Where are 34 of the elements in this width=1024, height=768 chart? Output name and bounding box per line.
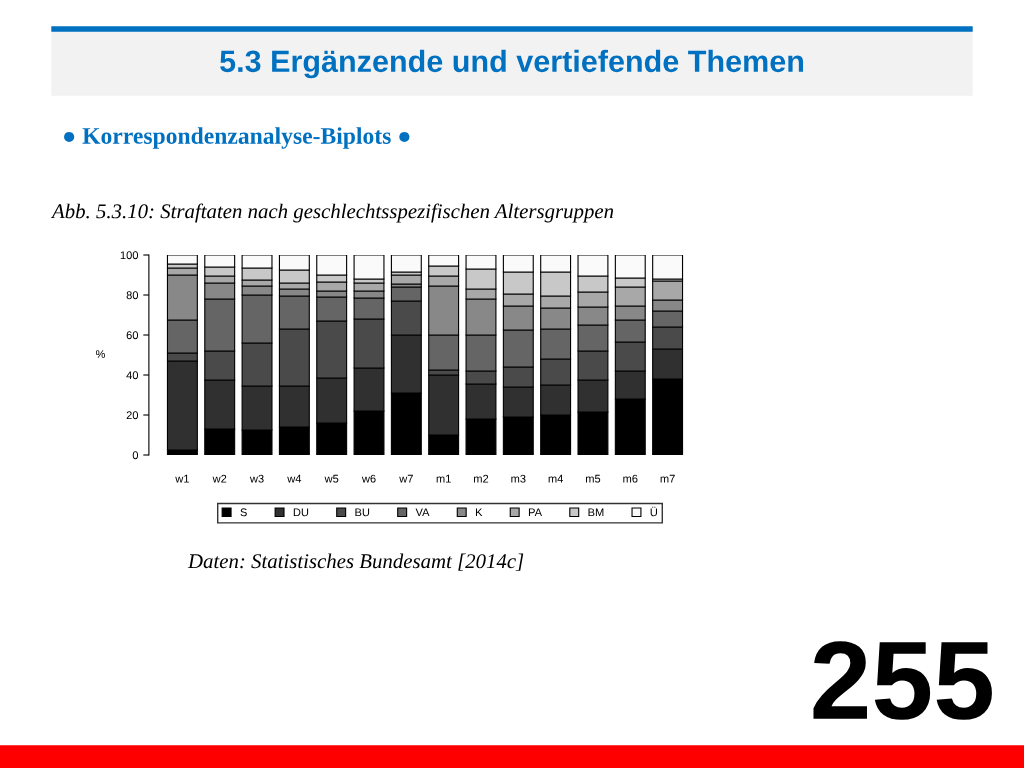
x-tick-label: m6 [623, 474, 638, 483]
x-tick-label: w4 [287, 474, 302, 483]
x-tick-label: w2 [212, 474, 227, 483]
y-axis-title: % [95, 350, 106, 358]
x-tick-label: m3 [511, 474, 526, 483]
x-tick-label: m5 [585, 474, 601, 483]
x-tick-label: w3 [249, 474, 264, 483]
x-tick-label: m2 [474, 474, 489, 483]
x-tick-label: w5 [324, 474, 339, 483]
legend-label: BU [355, 508, 370, 517]
chart-title: 5.3 Ergänzende und vertiefende Themen [220, 49, 804, 79]
legend-label: Ü [650, 506, 657, 517]
legend-label: K [475, 508, 483, 517]
x-tick-label: m1 [436, 474, 451, 483]
x-tick-label: m7 [660, 474, 675, 483]
x-tick-label: w6 [361, 474, 376, 483]
text: 255 [813, 641, 992, 720]
x-tick-label: w7 [399, 474, 413, 483]
caption: Abb. 5.3.10: Straftaten nach geschlechtsspezifischen Altersgruppen [50, 203, 614, 223]
legend-label: BM [588, 508, 604, 517]
legend-label: S [240, 508, 247, 517]
y-tick-label: 80 [126, 291, 139, 300]
chart-subtitle: ● Korrespondenzanalyse-Biplots ● [64, 127, 410, 149]
y-tick-label: 0 [132, 451, 139, 460]
legend-label: VA [415, 508, 430, 517]
x-tick-label: w1 [175, 474, 189, 483]
legend-label: PA [528, 508, 543, 517]
text: Daten: Statistisches Bundesamt [2014c] [187, 553, 524, 571]
y-tick-label: 60 [126, 331, 139, 340]
y-tick-label: 40 [126, 371, 139, 380]
y-tick-label: 100 [120, 251, 139, 260]
y-tick-label: 20 [126, 411, 139, 420]
x-tick-label: m4 [548, 474, 564, 483]
legend-label: DU [293, 508, 309, 517]
